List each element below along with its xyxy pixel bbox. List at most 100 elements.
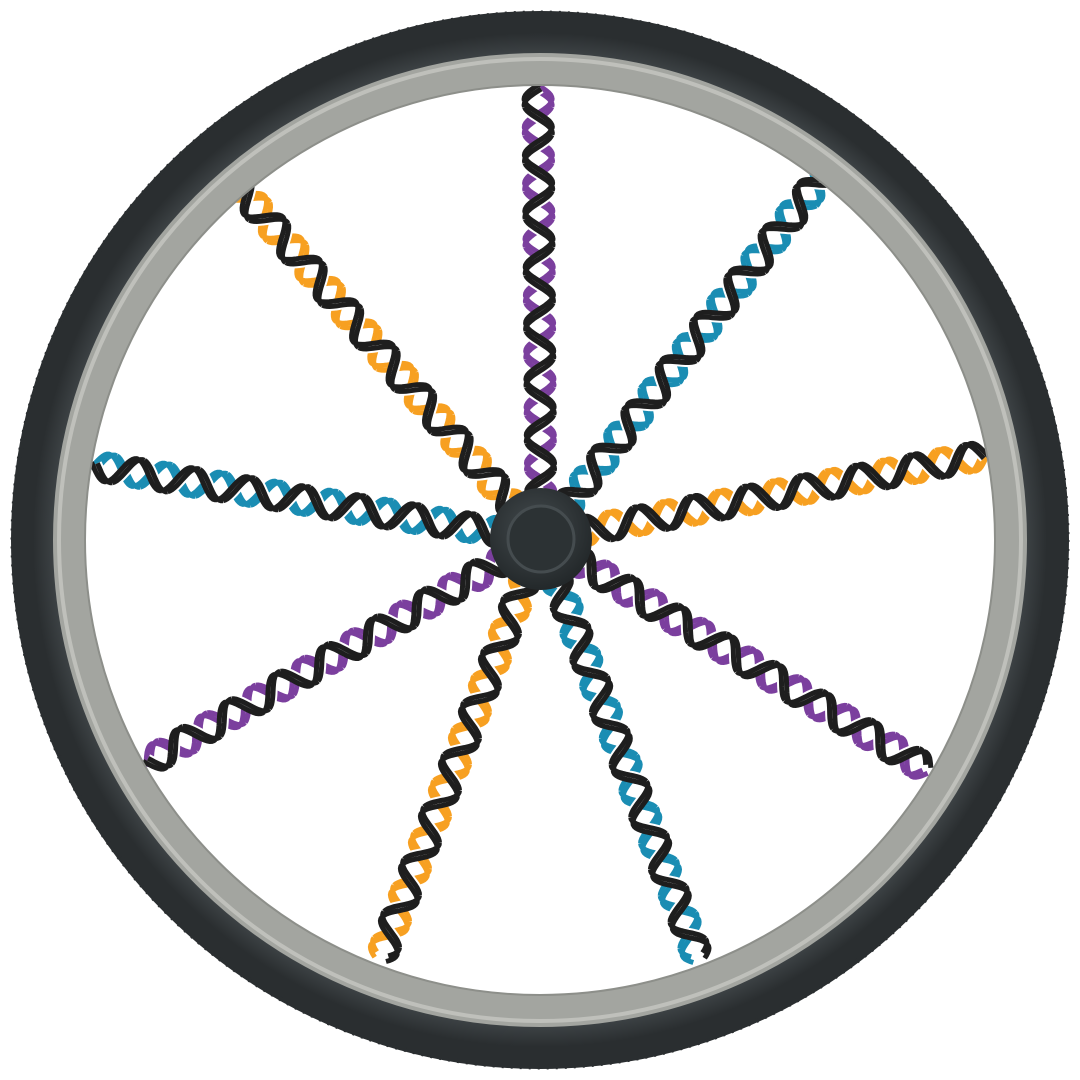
backbone-strand-edge [458,430,470,473]
backbone-strand-edge [469,561,510,579]
backbone-strand-edge [740,662,781,680]
backbone-strand-edge [105,456,140,485]
backbone-strand-edge [637,503,672,531]
accent-strand-edge [367,941,377,959]
backbone-strand-edge [692,634,732,651]
accent-strand-edge [908,770,929,780]
backbone-strand-edge [523,407,557,438]
backbone-strand-edge [658,361,672,403]
spoke-down-left [141,542,516,772]
backbone-strand-edge [353,339,396,348]
backbone-strand-edge [781,473,806,510]
backbone-strand-edge [358,493,384,530]
backbone-strand-edge [477,654,500,692]
backbone-strand-edge [591,717,631,737]
backbone-strand-edge [377,915,400,954]
backbone-strand-edge [779,663,793,705]
backbone-strand-edge [630,822,670,842]
backbone-strand-edge [523,267,556,298]
backbone-strand-edge [437,758,460,797]
backbone-strand-edge [571,665,611,684]
tire-tread [10,10,1070,1070]
spoke-left [88,450,506,551]
wheel [10,10,1070,1070]
hub-inner [506,504,576,574]
backbone-strand-edge [912,451,948,479]
backbone-strand-edge [875,720,889,762]
backbone-strand-edge [682,605,696,648]
backbone-strand-edge [522,99,555,130]
backbone-strand-edge [137,457,162,494]
spoke-up [519,80,560,500]
accent-strand-edge [679,953,695,965]
backbone-strand-edge [276,218,288,261]
tire [11,11,1069,1069]
backbone-strand-edge [177,726,218,745]
backbone-strand-edge [522,239,555,270]
backbone-strand-edge [521,127,555,158]
backbone-strand-edge [624,398,667,407]
backbone-strand-edge [161,465,195,494]
backbone-strand-edge [857,461,893,490]
backbone-strand-edge [349,303,361,345]
spoke-right [576,439,992,550]
backbone-strand-edge [836,720,877,737]
backbone-strand-edge [385,345,397,388]
backbone-strand-edge [702,943,712,960]
backbone-strand-edge [226,699,266,717]
backbone-strand-edge [556,486,599,496]
rim-highlight [57,57,1023,1023]
backbone-strand-edge [400,847,440,867]
backbone-strand-edge [747,482,782,510]
backbone-strand-edge [317,297,360,306]
backbone-strand-edge [582,513,617,542]
backbone-strand-edge [192,466,218,503]
backbone-strand-edge [523,295,556,326]
backbone-strand-edge [586,548,600,590]
backbone-strand-edge [216,474,250,503]
backbone-strand-edge [280,254,323,263]
spokes [88,80,992,965]
backbone-strand-edge [634,577,648,619]
backbone-strand-edge [590,442,633,452]
backbone-strand-edge [795,183,809,226]
backbone-strand-edge [408,588,423,631]
backbone-strand-edge [624,405,637,447]
backbone-strand-edge [522,183,555,214]
backbone-strand-edge [726,272,740,314]
backbone-strand-edge [616,504,641,542]
backbone-strand-edge [421,588,461,606]
backbone-strand-edge [413,502,439,539]
hub [490,488,592,590]
backbone-strand-edge [802,472,837,500]
backbone-strand-edge [417,811,440,849]
backbone-strand-edge [671,494,696,531]
backbone-strand-edge [524,435,558,466]
backbone-strand-edge [480,638,520,658]
backbone-strand-edge [380,900,420,919]
backbone-strand-edge [692,316,706,358]
spoke-down-right-steep [537,569,712,965]
backbone-strand-edge [500,586,540,606]
backbone-strand-edge [460,691,500,710]
backbone-strand-edge [302,484,328,521]
backbone-strand-edge [310,644,325,686]
backbone-strand-edge [650,874,690,894]
backbone-strand-edge [669,927,710,947]
backbone-strand-edge [372,616,412,634]
backbone-strand-edge [669,890,692,928]
backbone-strand-edge [610,769,651,789]
backbone-strand-edge [440,743,480,763]
backbone-strand-edge [659,353,702,363]
backbone-strand-edge [457,706,480,745]
spoke-down-right [565,543,934,780]
backbone-strand-edge [788,691,829,709]
backbone-strand-edge [244,212,287,221]
backbone-strand-edge [141,759,169,772]
backbone-strand-edge [456,561,471,603]
backbone-strand-edge [326,492,361,521]
backbone-strand-edge [524,463,557,494]
backbone-strand-edge [497,602,520,640]
spoke-down-left-steep [367,569,544,964]
